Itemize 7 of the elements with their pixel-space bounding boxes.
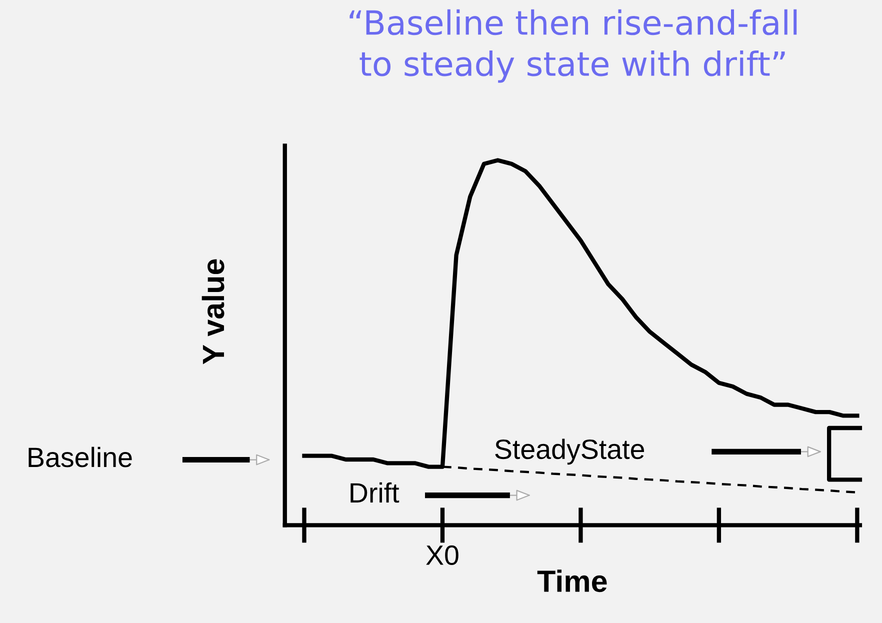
chart-title: “Baseline then rise-and-fall to steady state with drift” xyxy=(350,9,797,83)
text: X0 xyxy=(426,545,458,566)
annotation: SteadyState xyxy=(495,438,644,465)
x-axis-title: Time xyxy=(537,570,607,592)
annotation: Drift xyxy=(350,482,400,503)
y-axis-title: Y value xyxy=(202,259,224,364)
text: Baseline xyxy=(28,446,132,468)
